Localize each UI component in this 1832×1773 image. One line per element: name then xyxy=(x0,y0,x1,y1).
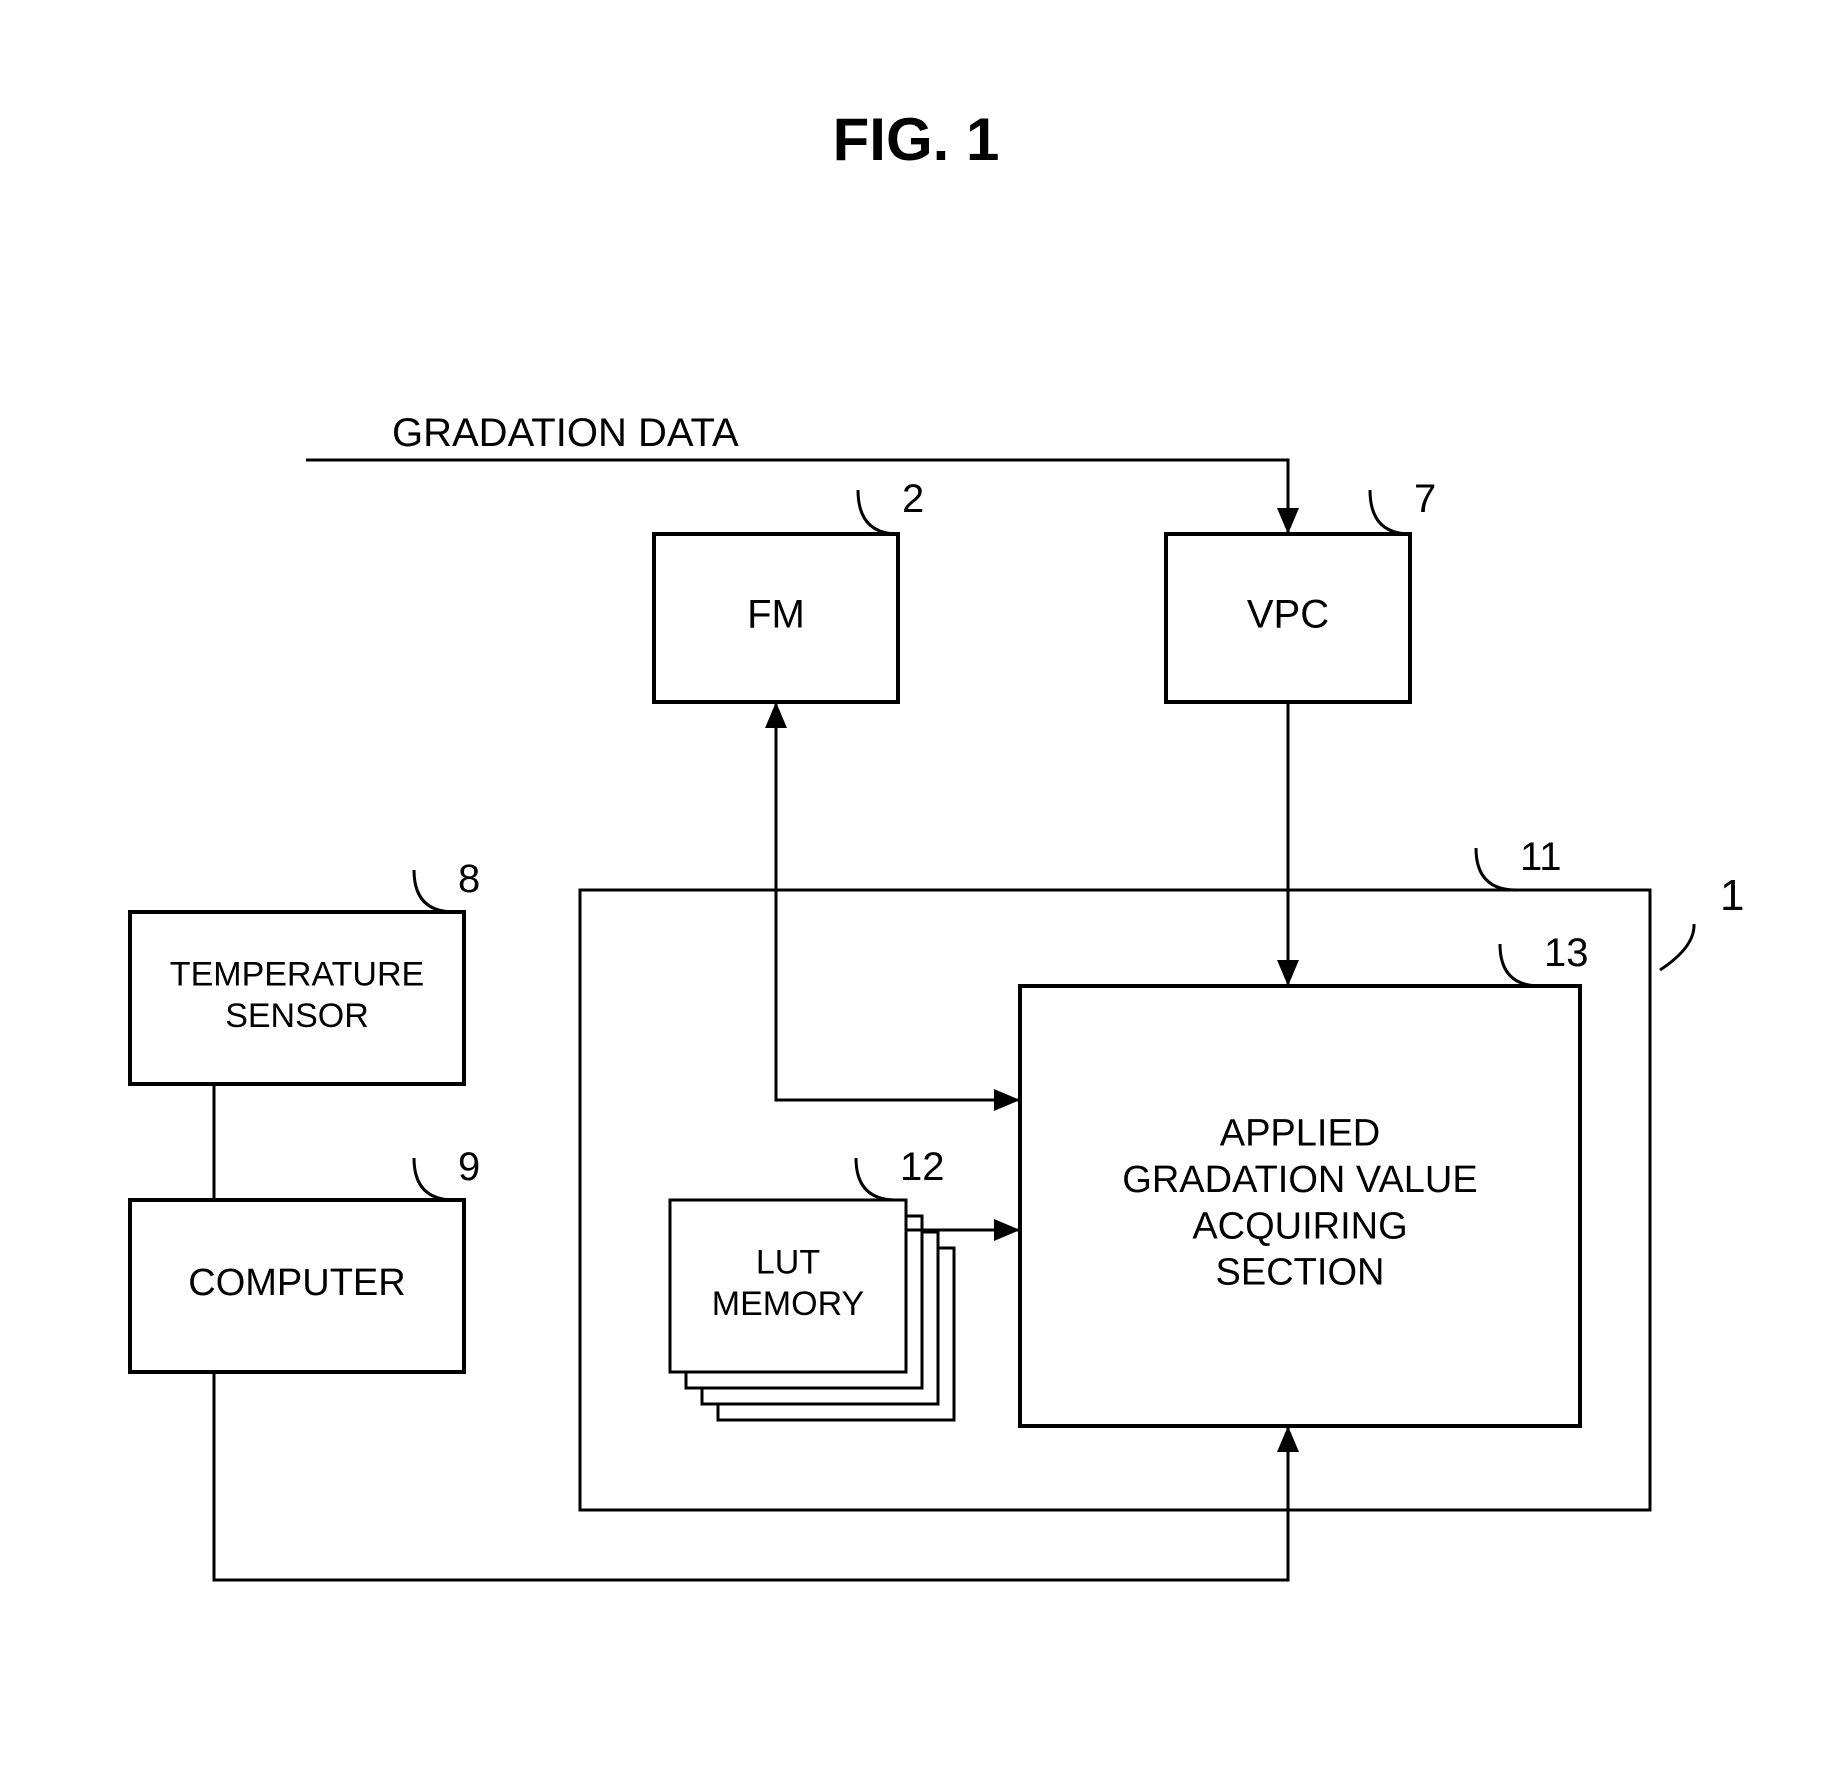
ref-label-9: 9 xyxy=(458,1145,480,1189)
ref-label-13: 13 xyxy=(1544,931,1589,975)
figure-title: FIG. 1 xyxy=(833,106,1000,173)
node-fm-label: FM xyxy=(747,593,805,637)
node-computer-label: COMPUTER xyxy=(188,1262,405,1304)
ref-label-8: 8 xyxy=(458,857,480,901)
node-vpc-label: VPC xyxy=(1247,593,1329,637)
ref-label-11: 11 xyxy=(1520,835,1562,879)
ref-label-1: 1 xyxy=(1720,871,1744,920)
ref-label-7: 7 xyxy=(1414,477,1436,521)
ref-label-2: 2 xyxy=(902,477,924,521)
gradation-data-label: GRADATION DATA xyxy=(392,411,739,455)
ref-label-12: 12 xyxy=(900,1145,945,1189)
